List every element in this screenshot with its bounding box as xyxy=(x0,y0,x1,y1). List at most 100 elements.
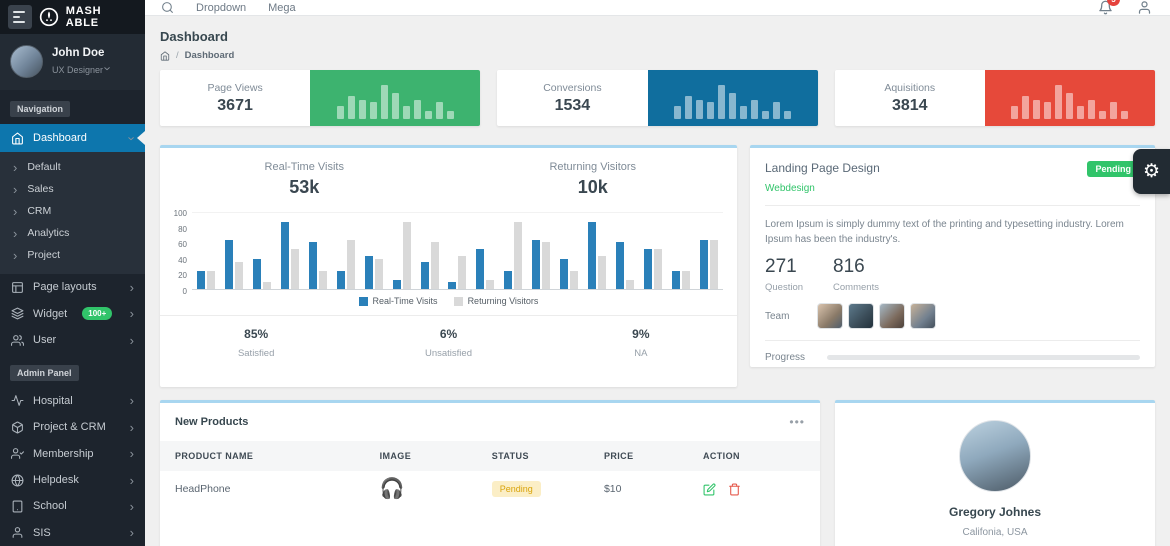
settings-gear-button[interactable]: ⚙ xyxy=(1133,149,1170,194)
sidebar-item-helpdesk[interactable]: Helpdesk › xyxy=(0,467,145,493)
active-notch xyxy=(137,131,145,146)
team-row: Team xyxy=(765,303,1140,329)
stat-label: Unsatisfied xyxy=(424,348,472,359)
column-header: ACTION xyxy=(702,451,740,461)
stat-value: 1534 xyxy=(554,96,591,114)
product-status-badge: Pending xyxy=(491,481,541,497)
sidebar-item-sis[interactable]: SIS › xyxy=(0,520,145,546)
stat-label: Satisfied xyxy=(237,348,275,359)
sidebar-item-project-crm[interactable]: Project & CRM › xyxy=(0,414,145,440)
profile-menu-button[interactable] xyxy=(1137,0,1152,15)
progress-label: Progress xyxy=(765,352,806,363)
legend-label: Returning Visitors xyxy=(467,296,539,306)
user-name: John Doe xyxy=(52,47,105,60)
sidebar-item-analytics[interactable]: › Analytics xyxy=(0,222,145,244)
sidebar-item-label: Project xyxy=(27,249,61,262)
sidebar-item-label: Hospital xyxy=(33,394,73,407)
notification-count-badge: 5 xyxy=(1107,0,1120,6)
grouped-bar-chart: 100 80 60 40 20 0 xyxy=(160,209,737,296)
sidebar-item-dashboard[interactable]: Dashboard › xyxy=(0,123,145,153)
project-description: Lorem Ipsum is simply dummy text of the … xyxy=(765,219,1124,245)
sidebar-item-widget[interactable]: Widget 100+ › xyxy=(0,301,145,327)
sidebar: MASH ABLE John Doe UX Designer › Navigat… xyxy=(0,0,145,546)
nav-section-label: Navigation xyxy=(10,100,71,117)
headphone-image: 🎧 xyxy=(379,478,405,500)
y-axis: 100 80 60 40 20 0 xyxy=(173,209,187,296)
user-role: UX Designer xyxy=(52,65,104,76)
sidebar-item-label: SIS xyxy=(33,526,51,539)
profile-card: Gregory Johnes Califonia, USA xyxy=(835,400,1155,546)
chevron-right-icon: › xyxy=(129,472,134,488)
admin-section-label: Admin Panel xyxy=(10,364,79,381)
stat-card-aquisitions: Aquisitions 3814 xyxy=(834,70,1155,126)
sidebar-item-label: Membership xyxy=(33,447,94,460)
topbar-menu-mega[interactable]: Mega xyxy=(268,1,296,14)
sidebar-item-crm[interactable]: › CRM xyxy=(0,200,145,222)
progress-row: Progress xyxy=(765,352,1140,363)
layers-icon xyxy=(11,307,24,320)
table-header-row: PRODUCT NAME IMAGE STATUS PRICE ACTION xyxy=(160,441,820,471)
breadcrumb-item[interactable]: Dashboard xyxy=(184,50,235,61)
sidebar-item-page-layouts[interactable]: Page layouts › xyxy=(0,274,145,300)
sidebar-item-default[interactable]: › Default xyxy=(0,156,145,178)
sidebar-user-panel[interactable]: John Doe UX Designer › xyxy=(0,33,145,90)
breadcrumb-separator: / xyxy=(176,50,179,61)
sidebar-item-label: Dashboard xyxy=(33,132,87,145)
stat-value: 6% xyxy=(439,327,458,341)
team-member-avatar[interactable] xyxy=(817,303,843,329)
project-category[interactable]: Webdesign xyxy=(765,183,815,194)
sidebar-item-label: CRM xyxy=(27,205,52,218)
mini-bar-chart xyxy=(984,70,1155,126)
sidebar-item-membership[interactable]: Membership › xyxy=(0,440,145,466)
mini-bar-chart xyxy=(647,70,818,126)
user-avatar xyxy=(10,44,43,78)
metric-label: Returning Visitors xyxy=(549,161,637,173)
chevron-right-icon: › xyxy=(129,446,134,462)
home-icon[interactable] xyxy=(160,50,170,61)
comments-count: 816 xyxy=(833,256,865,277)
chevron-right-icon: › xyxy=(129,419,134,435)
sidebar-item-label: Helpdesk xyxy=(33,474,79,486)
progress-bar xyxy=(827,355,1140,360)
menu-toggle-button[interactable] xyxy=(8,4,32,29)
topbar-menu-dropdown[interactable]: Dropdown xyxy=(196,1,247,14)
sidebar-item-hospital[interactable]: Hospital › xyxy=(0,388,145,414)
team-member-avatar[interactable] xyxy=(910,303,936,329)
bell-icon xyxy=(1098,0,1113,15)
sidebar-item-label: Sales xyxy=(27,183,54,196)
chevron-right-icon: › xyxy=(129,393,134,409)
sidebar-item-label: School xyxy=(33,500,67,513)
chevron-right-icon: › xyxy=(129,498,134,514)
trash-icon[interactable] xyxy=(728,483,741,496)
metric-value: 53k xyxy=(289,177,320,197)
column-header: STATUS xyxy=(491,451,529,461)
mini-bar-chart xyxy=(310,70,481,126)
comments-label: Comments xyxy=(833,282,879,293)
card-title: New Products xyxy=(175,416,249,428)
sidebar-header: MASH ABLE xyxy=(0,0,145,34)
chevron-down-icon: › xyxy=(100,66,116,72)
sidebar-item-project[interactable]: › Project xyxy=(0,244,145,266)
tablet-icon xyxy=(11,500,24,513)
stat-value: 9% xyxy=(632,327,650,341)
stat-cards-row: Page Views 3671 Conversions 1534 Aquisit… xyxy=(160,70,1155,126)
sidebar-item-school[interactable]: School › xyxy=(0,493,145,519)
notifications-button[interactable]: 5 xyxy=(1098,0,1120,15)
stat-title: Page Views xyxy=(207,81,263,94)
metric-value: 10k xyxy=(577,177,608,197)
team-member-avatar[interactable] xyxy=(848,303,874,329)
stat-card-conversions: Conversions 1534 xyxy=(497,70,818,126)
stat-card-page-views: Page Views 3671 xyxy=(160,70,481,126)
product-price: $10 xyxy=(603,483,622,495)
search-icon[interactable] xyxy=(161,1,174,14)
team-member-avatar[interactable] xyxy=(879,303,905,329)
ellipsis-menu-icon[interactable]: ••• xyxy=(789,415,805,429)
user-check-icon xyxy=(11,447,24,460)
sidebar-item-user[interactable]: User › xyxy=(0,327,145,353)
visits-chart-card: Real-Time Visits 53k Returning Visitors … xyxy=(160,145,737,387)
chevron-right-icon: › xyxy=(129,525,134,541)
product-name: HeadPhone xyxy=(175,483,231,495)
sidebar-item-sales[interactable]: › Sales xyxy=(0,178,145,200)
grouped-bars xyxy=(192,212,723,290)
edit-icon[interactable] xyxy=(703,482,716,496)
